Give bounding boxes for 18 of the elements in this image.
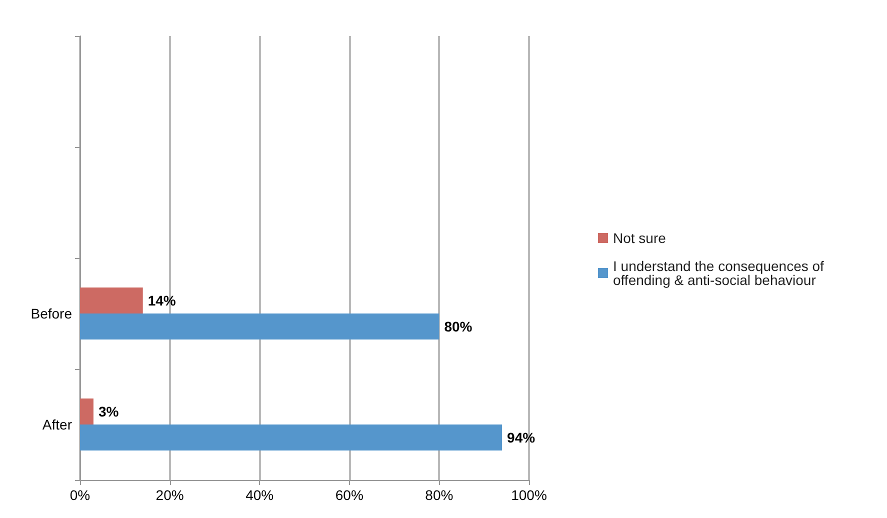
bar: [80, 314, 440, 340]
x-tick-label: 60%: [335, 487, 364, 503]
y-tick-label: After: [42, 416, 72, 432]
data-label: 14%: [148, 292, 176, 308]
bar: [80, 398, 94, 424]
legend-label: Not sure: [613, 230, 666, 246]
x-tick-label: 0%: [70, 487, 90, 503]
x-tick-label: 40%: [246, 487, 274, 503]
data-label: 94%: [507, 430, 536, 446]
x-tick-label: 100%: [511, 487, 547, 503]
data-label: 3%: [98, 404, 120, 420]
x-tick-label: 20%: [156, 487, 184, 503]
y-tick-label: Before: [30, 306, 72, 322]
bar: [80, 288, 143, 314]
x-tick-label: 80%: [425, 487, 454, 503]
legend-label: I understand the consequences of offending & anti-social behaviour: [613, 258, 828, 288]
bar: [80, 424, 502, 450]
data-label: 80%: [444, 318, 473, 334]
